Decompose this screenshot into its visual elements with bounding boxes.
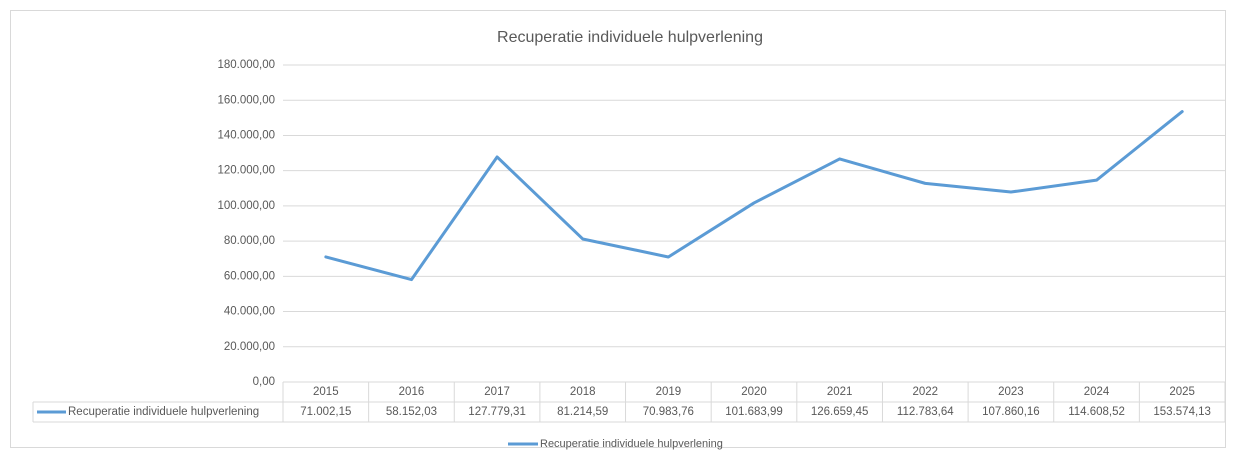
- y-tick-label: 140.000,00: [217, 129, 275, 141]
- chart-border: [10, 10, 1226, 448]
- data-label: 58.152,03: [386, 406, 437, 418]
- y-tick-label: 160.000,00: [217, 94, 275, 106]
- x-tick-label: 2021: [827, 386, 853, 398]
- data-label: 127.779,31: [468, 406, 526, 418]
- x-tick-label: 2016: [399, 386, 425, 398]
- chart-title: Recuperatie individuele hulpverlening: [497, 29, 763, 46]
- x-tick-label: 2024: [1084, 386, 1110, 398]
- data-label: 70.983,76: [643, 406, 694, 418]
- data-label: 114.608,52: [1068, 406, 1125, 418]
- data-label: 71.002,15: [300, 406, 351, 418]
- x-tick-label: 2023: [998, 386, 1024, 398]
- legend-label: Recuperatie individuele hulpverlening: [540, 438, 723, 450]
- x-tick-label: 2022: [912, 386, 938, 398]
- y-tick-label: 80.000,00: [224, 235, 275, 247]
- data-label: 126.659,45: [811, 406, 869, 418]
- x-tick-label: 2025: [1169, 386, 1195, 398]
- table-legend-label: Recuperatie individuele hulpverlening: [68, 406, 259, 418]
- data-label: 112.783,64: [897, 406, 954, 418]
- y-tick-label: 100.000,00: [217, 200, 275, 212]
- y-tick-label: 20.000,00: [224, 341, 275, 353]
- data-label: 81.214,59: [557, 406, 608, 418]
- y-tick-label: 0,00: [253, 376, 275, 388]
- x-tick-label: 2019: [656, 386, 682, 398]
- x-tick-label: 2015: [313, 386, 339, 398]
- y-tick-label: 40.000,00: [224, 306, 275, 318]
- data-label: 153.574,13: [1153, 406, 1211, 418]
- data-label: 107.860,16: [982, 406, 1040, 418]
- y-tick-label: 60.000,00: [224, 270, 275, 282]
- x-tick-label: 2017: [484, 386, 510, 398]
- series-line: [324, 110, 1184, 282]
- x-tick-label: 2018: [570, 386, 596, 398]
- data-label: 101.683,99: [725, 406, 783, 418]
- y-tick-label: 180.000,00: [217, 59, 275, 71]
- x-tick-label: 2020: [741, 386, 767, 398]
- y-tick-label: 120.000,00: [217, 165, 275, 177]
